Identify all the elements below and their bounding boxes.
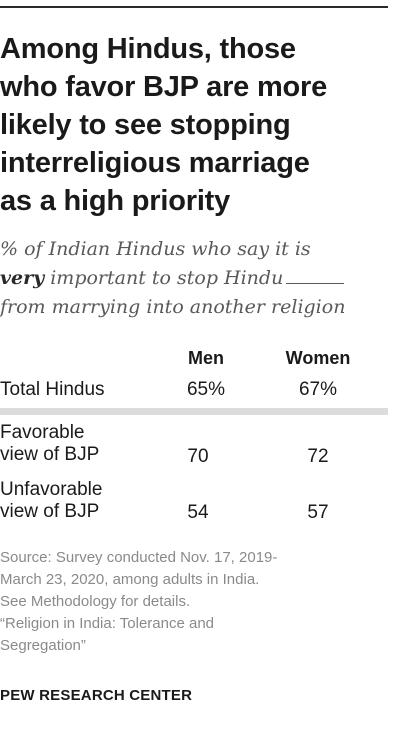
cell-favorable-women: 72 bbox=[307, 446, 329, 467]
row-divider bbox=[0, 408, 388, 415]
brand-logo-text: PEW RESEARCH CENTER bbox=[0, 687, 193, 704]
subtitle-line-rest: important to stop Hindu bbox=[50, 267, 284, 289]
source-line: Segregation” bbox=[0, 637, 86, 654]
cell-total-women: 67% bbox=[298, 379, 338, 400]
title-line: who favor BJP are more bbox=[0, 71, 328, 103]
source-line: March 23, 2020, among adults in India. bbox=[0, 571, 260, 588]
row-label-line: Unfavorable bbox=[0, 479, 103, 500]
row-label-unfavorable-bjp: Unfavorable view of BJP bbox=[0, 479, 160, 523]
title-line: Among Hindus, those bbox=[0, 33, 296, 65]
row-label-favorable-bjp: Favorable view of BJP bbox=[0, 422, 160, 466]
row-label-line: view of BJP bbox=[0, 444, 100, 465]
subtitle-line: from marrying into another religion bbox=[0, 296, 346, 318]
subtitle-emphasis: very bbox=[0, 267, 45, 289]
subtitle-line: % of Indian Hindus who say it is bbox=[0, 238, 311, 260]
row-label-line: Total Hindus bbox=[0, 379, 105, 400]
subtitle-line: very important to stop Hindu bbox=[0, 264, 392, 293]
source-line: “Religion in India: Tolerance and bbox=[0, 615, 215, 632]
source-note: Source: Survey conducted Nov. 17, 2019- … bbox=[0, 547, 392, 657]
column-header-men: Men bbox=[188, 348, 224, 368]
row-label-total-hindus: Total Hindus bbox=[0, 379, 160, 401]
row-label-line: view of BJP bbox=[0, 501, 100, 522]
cell-unfavorable-women: 57 bbox=[307, 502, 329, 523]
chart-title: Among Hindus, those who favor BJP are mo… bbox=[0, 30, 392, 220]
cell-total-men: 65% bbox=[186, 379, 226, 400]
top-rule bbox=[0, 6, 388, 8]
cell-favorable-men: 70 bbox=[187, 446, 209, 467]
source-line: Source: Survey conducted Nov. 17, 2019- bbox=[0, 549, 278, 566]
chart-subtitle: % of Indian Hindus who say it is very im… bbox=[0, 235, 392, 322]
cell-unfavorable-men: 54 bbox=[187, 502, 209, 523]
row-label-line: Favorable bbox=[0, 422, 85, 443]
column-header-women: Women bbox=[285, 348, 351, 368]
title-line: likely to see stopping bbox=[0, 109, 291, 141]
title-line: as a high priority bbox=[0, 185, 231, 217]
blank-underline bbox=[286, 265, 345, 284]
title-line: interreligious marriage bbox=[0, 147, 310, 179]
source-line: See Methodology for details. bbox=[0, 593, 191, 610]
